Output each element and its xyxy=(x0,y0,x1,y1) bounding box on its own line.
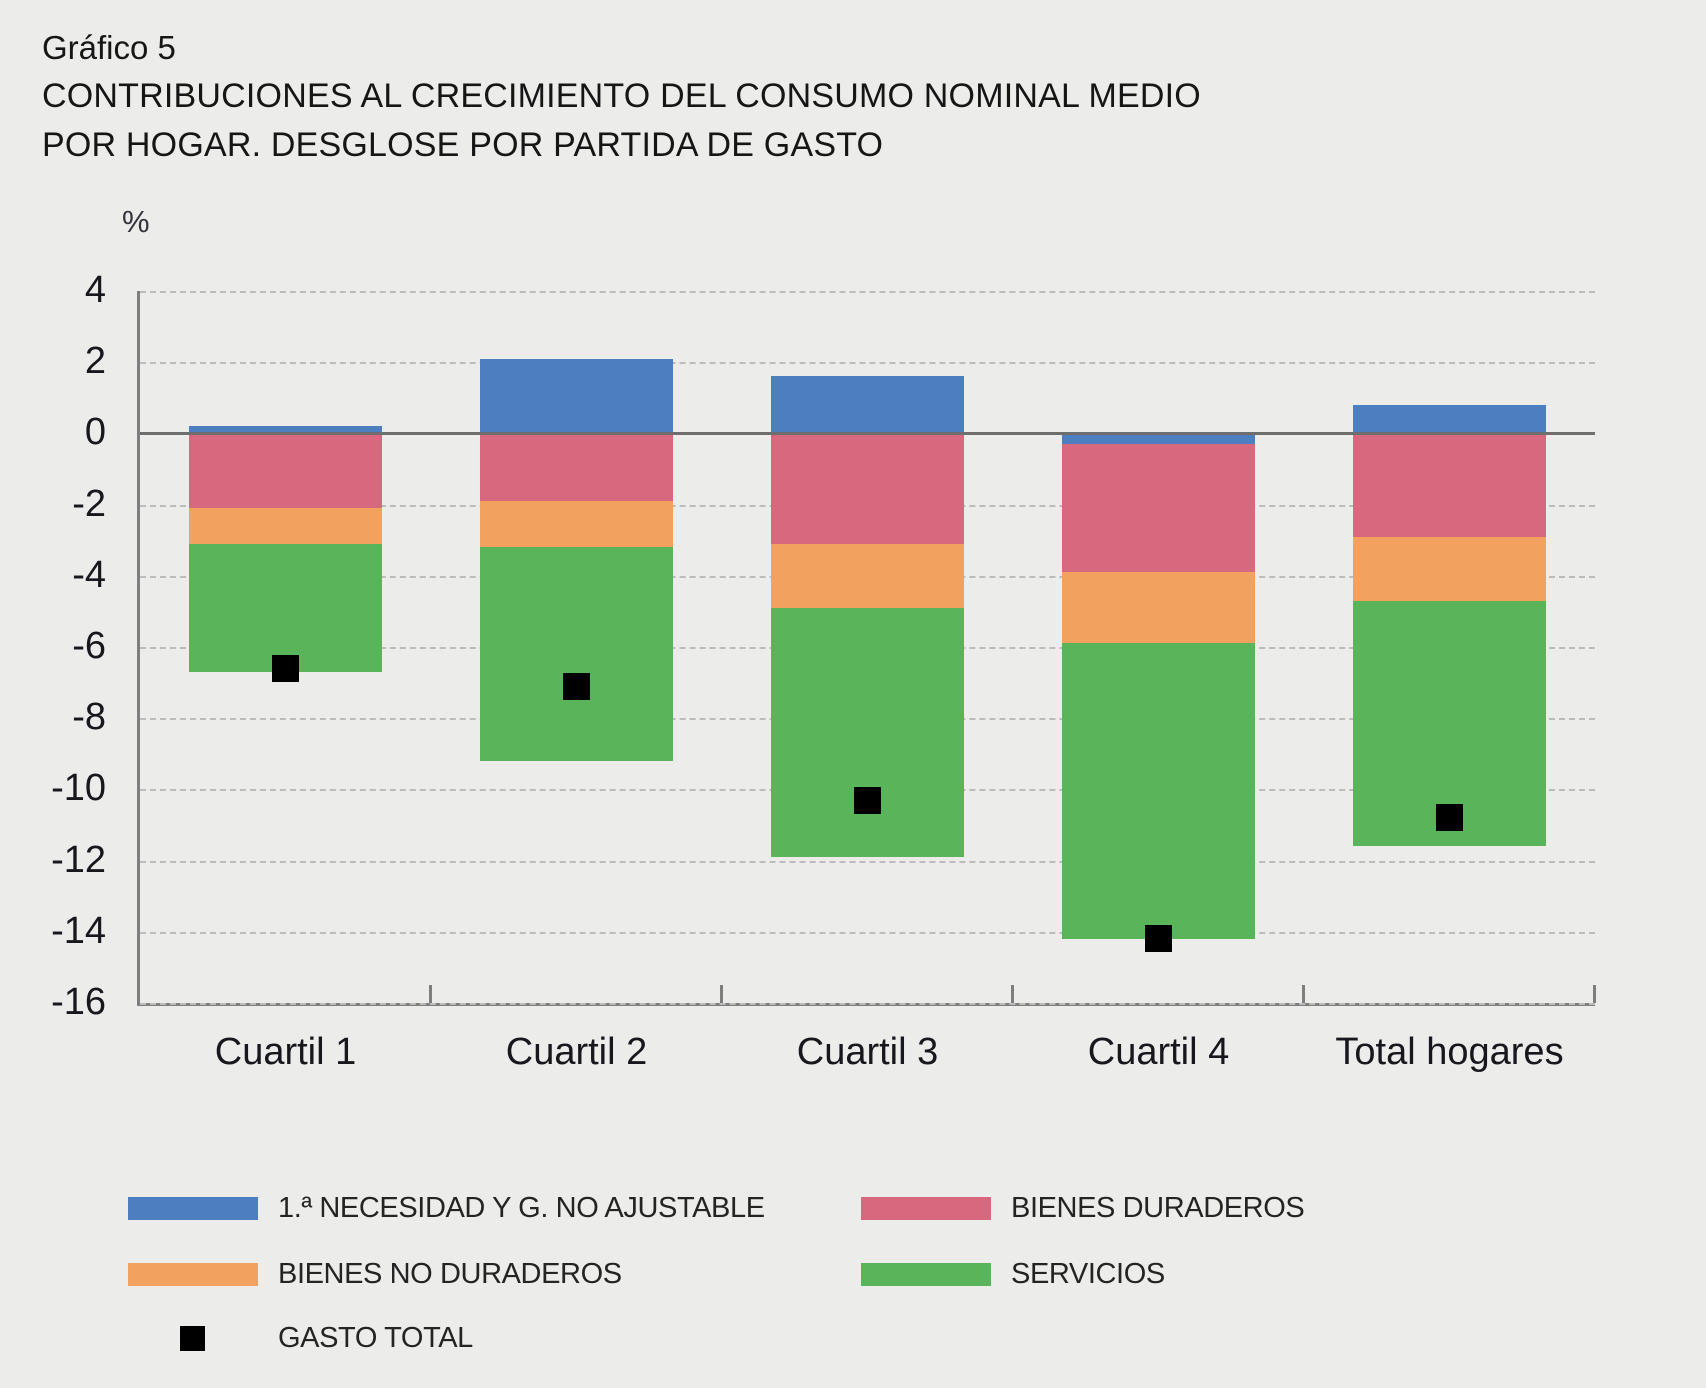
legend-item-gasto-total: GASTO TOTAL xyxy=(128,1322,473,1355)
bar-segment-1-necesidad-y-g-no-ajustable-cuartil-1 xyxy=(189,426,382,434)
bar-segment-bienes-no-duraderos-cuartil-1 xyxy=(189,508,382,544)
legend-item-servicios: SERVICIOS xyxy=(861,1258,1165,1291)
y-axis-label-0: 0 xyxy=(84,411,106,454)
chart-title-line-2: POR HOGAR. DESGLOSE POR PARTIDA DE GASTO xyxy=(42,126,884,164)
legend-label-necesidad: 1.ª NECESIDAD Y G. NO AJUSTABLE xyxy=(278,1192,765,1224)
bar-segment-1-necesidad-y-g-no-ajustable-cuartil-3 xyxy=(771,376,964,434)
legend-item-no-duraderos: BIENES NO DURADEROS xyxy=(128,1258,622,1291)
x-axis-tick-2 xyxy=(720,985,723,1003)
bar-segment-1-necesidad-y-g-no-ajustable-cuartil-2 xyxy=(480,358,673,434)
legend-swatch-duraderos xyxy=(861,1197,991,1220)
x-axis-label-cuartil-4: Cuartil 4 xyxy=(1087,1031,1230,1073)
total-marker-cuartil-3 xyxy=(854,786,881,814)
y-axis-label--10: -10 xyxy=(51,767,106,810)
bar-segment-1-necesidad-y-g-no-ajustable-cuartil-4 xyxy=(1062,433,1255,445)
legend-swatch-servicios xyxy=(861,1263,991,1286)
total-marker-cuartil-4 xyxy=(1145,925,1172,953)
gridline-y-2 xyxy=(140,362,1595,365)
x-axis-tick-4 xyxy=(1302,985,1305,1003)
legend-item-duraderos: BIENES DURADEROS xyxy=(861,1192,1305,1225)
plot-area xyxy=(137,291,1596,1006)
y-axis-label--4: -4 xyxy=(72,553,106,596)
legend-swatch-gasto-total xyxy=(180,1326,205,1351)
y-axis-line xyxy=(137,291,140,1006)
y-axis-label--8: -8 xyxy=(72,696,106,739)
bar-segment-1-necesidad-y-g-no-ajustable-total-hogares xyxy=(1353,404,1546,434)
x-axis-tick-1 xyxy=(429,985,432,1003)
chart-number-label: Gráfico 5 xyxy=(42,29,176,66)
y-axis-label--6: -6 xyxy=(72,625,106,667)
zero-line xyxy=(140,432,1595,436)
bar-segment-bienes-no-duraderos-cuartil-4 xyxy=(1062,572,1255,644)
total-marker-cuartil-2 xyxy=(563,672,590,700)
y-axis-label--12: -12 xyxy=(51,838,106,881)
bar-segment-bienes-no-duraderos-cuartil-3 xyxy=(771,543,964,608)
bar-segment-bienes-duraderos-total-hogares xyxy=(1353,433,1546,537)
bar-segment-servicios-cuartil-3 xyxy=(771,607,964,858)
gridline-y-4 xyxy=(140,291,1595,293)
bar-segment-bienes-no-duraderos-total-hogares xyxy=(1353,536,1546,601)
x-axis-label-cuartil-2: Cuartil 2 xyxy=(505,1031,648,1073)
legend-swatch-no-duraderos xyxy=(128,1263,258,1286)
legend-label-servicios: SERVICIOS xyxy=(1011,1258,1165,1290)
gridline-y--16 xyxy=(140,1003,1595,1005)
y-axis-label-4: 4 xyxy=(84,269,106,311)
bar-segment-bienes-duraderos-cuartil-1 xyxy=(189,433,382,509)
gridline-y--14 xyxy=(140,931,1595,934)
legend-label-duraderos: BIENES DURADEROS xyxy=(1011,1192,1305,1224)
legend-swatch-necesidad xyxy=(128,1197,258,1220)
bar-segment-bienes-duraderos-cuartil-4 xyxy=(1062,444,1255,573)
x-axis-tick-3 xyxy=(1011,985,1014,1003)
y-axis-label--16: -16 xyxy=(51,981,106,1023)
chart-header: Gráfico 5 CONTRIBUCIONES AL CRECIMIENTO … xyxy=(42,24,1201,170)
x-axis-label-cuartil-1: Cuartil 1 xyxy=(214,1031,357,1073)
legend-label-no-duraderos: BIENES NO DURADEROS xyxy=(278,1258,622,1290)
bar-segment-bienes-duraderos-cuartil-2 xyxy=(480,433,673,502)
y-axis-label--14: -14 xyxy=(51,909,106,952)
bar-segment-servicios-cuartil-1 xyxy=(189,543,382,672)
chart-title-line-1: CONTRIBUCIONES AL CRECIMIENTO DEL CONSUM… xyxy=(42,77,1201,115)
y-axis-label-2: 2 xyxy=(84,340,106,383)
bar-segment-servicios-cuartil-2 xyxy=(480,547,673,761)
y-axis-label--2: -2 xyxy=(72,482,106,525)
bar-segment-bienes-duraderos-cuartil-3 xyxy=(771,433,964,544)
x-axis-label-cuartil-3: Cuartil 3 xyxy=(796,1031,939,1073)
bar-segment-servicios-cuartil-4 xyxy=(1062,643,1255,939)
legend-label-gasto-total: GASTO TOTAL xyxy=(278,1322,473,1354)
y-axis-unit-label: % xyxy=(122,204,150,239)
legend-item-necesidad: 1.ª NECESIDAD Y G. NO AJUSTABLE xyxy=(128,1192,765,1225)
total-marker-total-hogares xyxy=(1436,804,1463,832)
gridline-y--12 xyxy=(140,860,1595,863)
x-axis-label-total-hogares: Total hogares xyxy=(1335,1031,1564,1073)
x-axis-tick-5 xyxy=(1593,985,1596,1003)
total-marker-cuartil-1 xyxy=(272,654,299,682)
bar-segment-bienes-no-duraderos-cuartil-2 xyxy=(480,501,673,548)
